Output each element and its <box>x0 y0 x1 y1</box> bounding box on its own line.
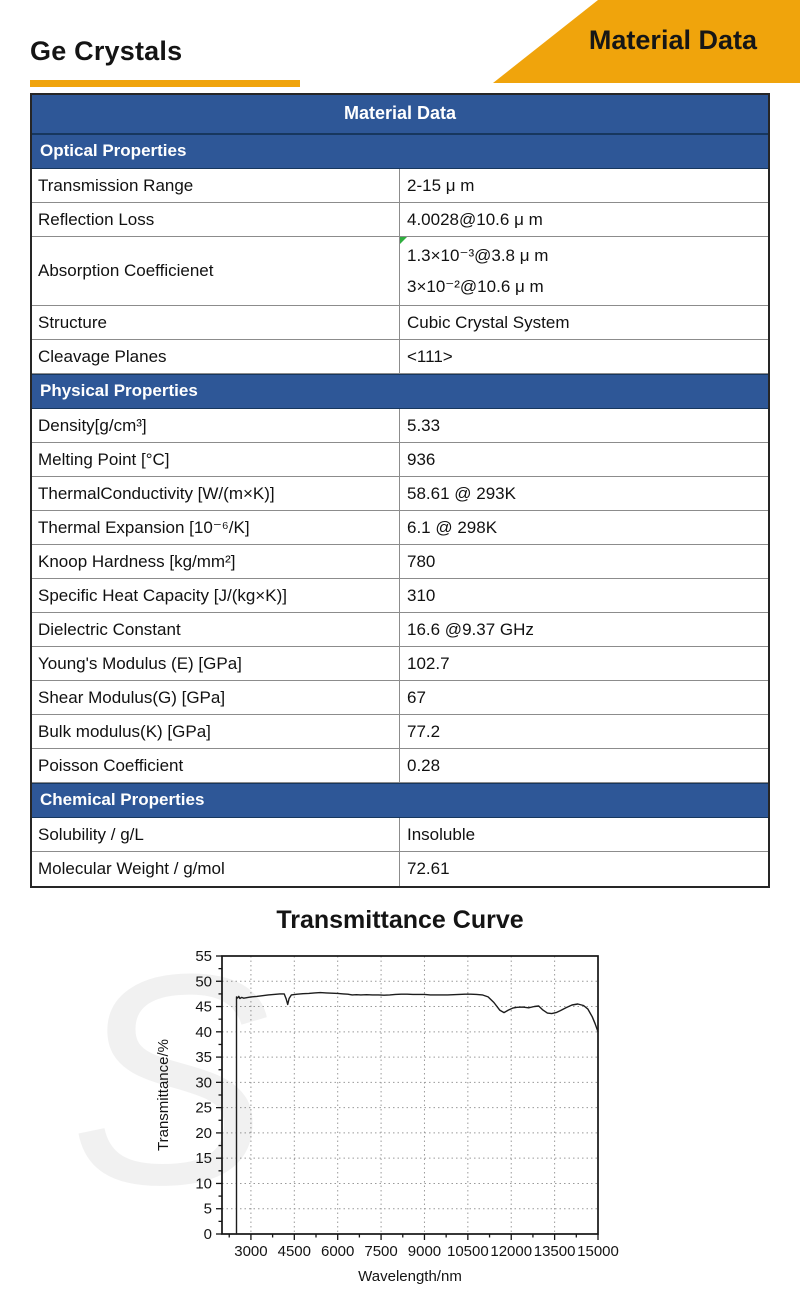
property-label: Dielectric Constant <box>32 613 400 646</box>
material-table-body: Optical Properties Transmission Range 2-15… <box>32 134 768 886</box>
chart-area: S 3000 4500 6000 7500 9000 10500 12000 13500 150… <box>0 929 800 1300</box>
property-value: 2-15 μ m <box>407 175 475 195</box>
property-value: 5.33 <box>407 415 441 435</box>
chart-title: Transmittance Curve <box>276 906 524 934</box>
table-row: Density[g/cm³] 5.33 <box>32 409 768 443</box>
property-value: Insoluble <box>407 824 476 844</box>
table-row: Knoop Hardness [kg/mm²] 780 <box>32 545 768 579</box>
transmittance-chart-block: Transmittance Curve S 3000 4500 6000 7500 90… <box>0 906 800 1300</box>
svg-text:15: 15 <box>195 1150 212 1167</box>
transmittance-curve-svg: 3000 4500 6000 7500 9000 10500 12000 13500 15000… <box>155 948 619 1285</box>
svg-text:30: 30 <box>195 1074 212 1091</box>
property-label: Specific Heat Capacity [J/(kg×K)] <box>32 579 400 612</box>
svg-text:15000: 15000 <box>577 1243 619 1260</box>
table-row: Young's Modulus (E) [GPa] 102.7 <box>32 647 768 681</box>
svg-text:40: 40 <box>195 1024 212 1041</box>
table-row: Solubility / g/L Insoluble <box>32 818 768 852</box>
property-label: Bulk modulus(K) [GPa] <box>32 715 400 748</box>
svg-text:6000: 6000 <box>321 1243 354 1260</box>
property-label: Structure <box>32 306 400 339</box>
property-label: Molecular Weight / g/mol <box>32 852 400 886</box>
property-value: <111> <box>407 346 453 366</box>
property-label: ThermalConductivity [W/(m×K)] <box>32 477 400 510</box>
property-label: Knoop Hardness [kg/mm²] <box>32 545 400 578</box>
property-label: Shear Modulus(G) [GPa] <box>32 681 400 714</box>
property-value: 4.0028@10.6 μ m <box>407 209 543 229</box>
svg-text:3000: 3000 <box>234 1243 267 1260</box>
table-row: Melting Point [°C] 936 <box>32 443 768 477</box>
property-label: Reflection Loss <box>32 203 400 236</box>
property-label: Thermal Expansion [10⁻⁶/K] <box>32 511 400 544</box>
property-value: 77.2 <box>407 721 441 741</box>
table-row: Reflection Loss 4.0028@10.6 μ m <box>32 203 768 237</box>
table-row: Cleavage Planes <111> <box>32 340 768 374</box>
property-value: Cubic Crystal System <box>407 312 570 332</box>
property-label: Absorption Coefficienet <box>32 237 400 305</box>
section-header: Chemical Properties <box>32 783 768 818</box>
svg-text:5: 5 <box>204 1201 212 1218</box>
property-label: Young's Modulus (E) [GPa] <box>32 647 400 680</box>
svg-text:55: 55 <box>195 948 212 965</box>
table-title: Material Data <box>32 95 768 134</box>
svg-text:9000: 9000 <box>408 1243 441 1260</box>
property-value: 58.61 @ 293K <box>407 483 516 503</box>
property-label: Cleavage Planes <box>32 340 400 373</box>
table-row: ThermalConductivity [W/(m×K)] 58.61 @ 293… <box>32 477 768 511</box>
corner-banner: Material Data <box>493 0 800 83</box>
property-value: 67 <box>407 687 426 707</box>
svg-text:Transmittance/%: Transmittance/% <box>155 1039 172 1151</box>
table-row: Dielectric Constant 16.6 @9.37 GHz <box>32 613 768 647</box>
svg-text:7500: 7500 <box>364 1243 397 1260</box>
table-row: Shear Modulus(G) [GPa] 67 <box>32 681 768 715</box>
property-label: Poisson Coefficient <box>32 749 400 782</box>
svg-text:4500: 4500 <box>278 1243 311 1260</box>
table-row: Molecular Weight / g/mol 72.61 <box>32 852 768 886</box>
property-value: 102.7 <box>407 653 450 673</box>
corner-banner-label: Material Data <box>588 25 757 55</box>
property-label: Solubility / g/L <box>32 818 400 851</box>
cell-corner-marker <box>400 237 407 244</box>
svg-text:35: 35 <box>195 1049 212 1066</box>
title-accent-underline <box>30 80 300 87</box>
material-data-table: Material Data Optical Properties Transmis… <box>30 93 770 888</box>
page-title: Ge Crystals <box>30 36 183 66</box>
property-label: Transmission Range <box>32 169 400 202</box>
property-value: 310 <box>407 585 436 605</box>
table-row: Poisson Coefficient 0.28 <box>32 749 768 783</box>
section-header: Optical Properties <box>32 134 768 169</box>
property-label: Melting Point [°C] <box>32 443 400 476</box>
table-row: Specific Heat Capacity [J/(kg×K)] 310 <box>32 579 768 613</box>
section-header: Physical Properties <box>32 374 768 409</box>
property-value: 72.61 <box>407 859 450 878</box>
property-value: 16.6 @9.37 GHz <box>407 619 534 639</box>
table-row: Transmission Range 2-15 μ m <box>32 169 768 203</box>
svg-text:12000: 12000 <box>490 1243 532 1260</box>
svg-text:0: 0 <box>204 1226 212 1243</box>
table-row: Structure Cubic Crystal System <box>32 306 768 340</box>
svg-text:Wavelength/nm: Wavelength/nm <box>358 1268 462 1285</box>
svg-text:50: 50 <box>195 973 212 990</box>
svg-text:45: 45 <box>195 999 212 1016</box>
svg-text:10: 10 <box>195 1175 212 1192</box>
table-row: Thermal Expansion [10⁻⁶/K] 6.1 @ 298K <box>32 511 768 545</box>
property-label: Density[g/cm³] <box>32 409 400 442</box>
property-value: 1.3×10⁻³@3.8 μ m 3×10⁻²@10.6 μ m <box>400 237 768 305</box>
property-value: 780 <box>407 551 436 571</box>
svg-text:13500: 13500 <box>534 1243 576 1260</box>
property-value: 0.28 <box>407 755 441 775</box>
property-value: 936 <box>407 449 436 469</box>
property-value: 6.1 @ 298K <box>407 517 498 537</box>
svg-text:20: 20 <box>195 1125 212 1142</box>
svg-text:10500: 10500 <box>447 1243 489 1260</box>
svg-text:25: 25 <box>195 1100 212 1117</box>
table-row: Bulk modulus(K) [GPa] 77.2 <box>32 715 768 749</box>
